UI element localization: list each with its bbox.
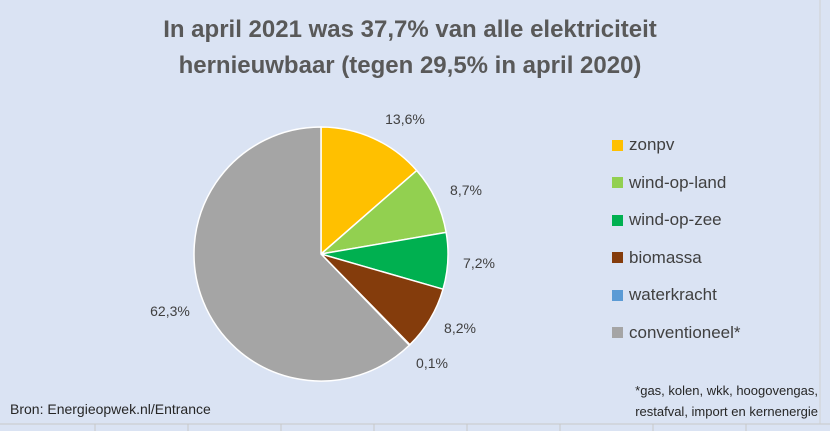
legend-swatch <box>612 327 623 339</box>
legend-swatch <box>612 214 623 226</box>
legend-swatch <box>612 289 623 301</box>
chart-title-line-1: In april 2021 was 37,7% van alle elektri… <box>163 16 657 43</box>
chart-legend: zonpv wind-op-land wind-op-zee biomassa wate… <box>612 130 741 356</box>
legend-label: wind-op-land <box>629 172 727 192</box>
footnote-line-1: *gas, kolen, wkk, hoogovengas, <box>635 383 818 398</box>
legend-label: waterkracht <box>629 285 717 305</box>
footnote-line-2: restafval, import en kernenergie <box>635 404 818 419</box>
legend-item-wind-op-land: wind-op-land <box>612 168 741 198</box>
data-label-waterkracht: 0,1% <box>416 355 448 371</box>
legend-item-biomassa: biomassa <box>612 243 741 273</box>
legend-label: biomassa <box>629 247 702 267</box>
data-label-conventioneel: 62,3% <box>150 303 190 319</box>
data-label-wind-op-zee: 7,2% <box>463 255 495 271</box>
pie-data-labels: 13,6% 8,7% 7,2% 8,2% 0,1% 62,3% <box>150 111 495 371</box>
footnote: *gas, kolen, wkk, hoogovengas, restafval… <box>635 380 818 422</box>
legend-item-zonpv: zonpv <box>612 130 741 160</box>
chart-title-line-2: hernieuwbaar (tegen 29,5% in april 2020) <box>178 52 642 79</box>
pie-slice-conventioneel <box>193 126 411 382</box>
legend-label: zonpv <box>629 135 675 154</box>
legend-swatch <box>612 252 623 264</box>
legend-swatch <box>612 139 623 151</box>
source-note: Bron: Energieopwek.nl/Entrance <box>10 401 211 417</box>
legend-label: wind-op-zee <box>629 210 722 230</box>
pie-slices <box>193 126 449 382</box>
legend-item-wind-op-zee: wind-op-zee <box>612 205 741 235</box>
pie-slice-zonpv <box>320 126 418 256</box>
data-label-wind-op-land: 8,7% <box>450 182 482 198</box>
legend-item-waterkracht: waterkracht <box>612 280 741 310</box>
legend-label: conventioneel* <box>629 322 741 342</box>
data-label-zonpv: 13,6% <box>385 111 425 127</box>
data-label-biomassa: 8,2% <box>444 320 476 336</box>
legend-item-conventioneel: conventioneel* <box>612 318 741 348</box>
legend-swatch <box>612 177 623 189</box>
